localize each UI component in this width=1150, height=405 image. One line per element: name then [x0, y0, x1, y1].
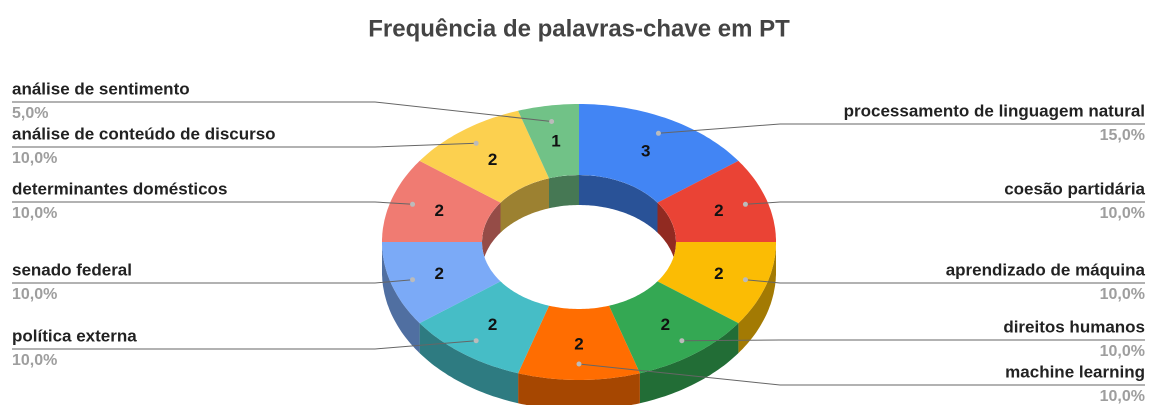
slice-value: 2 [488, 315, 497, 334]
slice-value: 2 [714, 264, 723, 283]
slice [382, 160, 501, 242]
legend-name: política externa [12, 326, 137, 345]
inner-walls [482, 175, 676, 272]
inner-wall [500, 178, 549, 233]
legend-name: processamento de linguagem natural [844, 101, 1145, 120]
leader-line [12, 142, 477, 148]
slice-value: 2 [574, 334, 583, 353]
leader-line [745, 201, 1145, 205]
legend-percent: 5,0% [12, 105, 48, 122]
legend-name: análise de sentimento [12, 79, 190, 98]
legend-percent: 10,0% [1100, 388, 1145, 405]
leader-line [12, 201, 413, 205]
slice-value: 1 [551, 132, 560, 151]
inner-wall [657, 202, 676, 272]
legend-name: coesão partidária [1004, 179, 1145, 198]
legend-name: direitos humanos [1003, 317, 1145, 336]
side-wall [518, 373, 640, 405]
slice [609, 281, 739, 374]
slice [657, 160, 776, 242]
leader-dot [473, 140, 479, 146]
legend-percent: 10,0% [12, 205, 57, 222]
leader-line [681, 339, 1145, 342]
leader-line [578, 363, 1145, 386]
leader-dot [576, 361, 582, 367]
legend-name: determinantes domésticos [12, 179, 227, 198]
side-wall [639, 323, 739, 404]
leader-line [12, 279, 413, 284]
slice [518, 305, 640, 380]
legend-name: senado federal [12, 260, 132, 279]
leader-dot [655, 130, 661, 136]
legend-percent: 10,0% [1100, 286, 1145, 303]
chart-title: Frequência de palavras-chave em PT [368, 15, 790, 42]
slice-value: 2 [488, 150, 497, 169]
slice [657, 242, 776, 324]
legend-percent: 10,0% [12, 352, 57, 369]
slice [419, 110, 549, 203]
legend-name: machine learning [1005, 362, 1145, 381]
leader-dot [410, 277, 416, 283]
inner-wall [482, 202, 501, 272]
slice-value: 3 [641, 142, 650, 161]
slice [419, 281, 549, 374]
legend-percent: 10,0% [12, 150, 57, 167]
inner-wall [549, 175, 579, 209]
side-wall [382, 242, 420, 354]
legend-name: análise de conteúdo de discurso [12, 124, 276, 143]
leader-dot [742, 277, 748, 283]
leader-dot [742, 201, 748, 207]
slice [382, 242, 501, 324]
legend-percent: 10,0% [1100, 205, 1145, 222]
leader-line [745, 279, 1145, 284]
legend-percent: 10,0% [1100, 343, 1145, 360]
leader-dot [549, 119, 555, 125]
side-wall [738, 242, 776, 354]
leader-line [658, 123, 1145, 134]
leader-dot [473, 338, 479, 344]
slice-value: 2 [714, 201, 723, 220]
leader-line [12, 101, 552, 122]
slice-value: 2 [434, 201, 443, 220]
leader-dot [410, 201, 416, 207]
inner-wall [579, 175, 658, 233]
slice-value: 2 [434, 264, 443, 283]
slice [518, 104, 579, 179]
legend-percent: 15,0% [1100, 127, 1145, 144]
leader-dot [679, 338, 685, 344]
leader-line [12, 340, 477, 350]
slice-value: 2 [661, 315, 670, 334]
legend-name: aprendizado de máquina [946, 260, 1146, 279]
legend-percent: 10,0% [12, 286, 57, 303]
slice [579, 104, 739, 203]
